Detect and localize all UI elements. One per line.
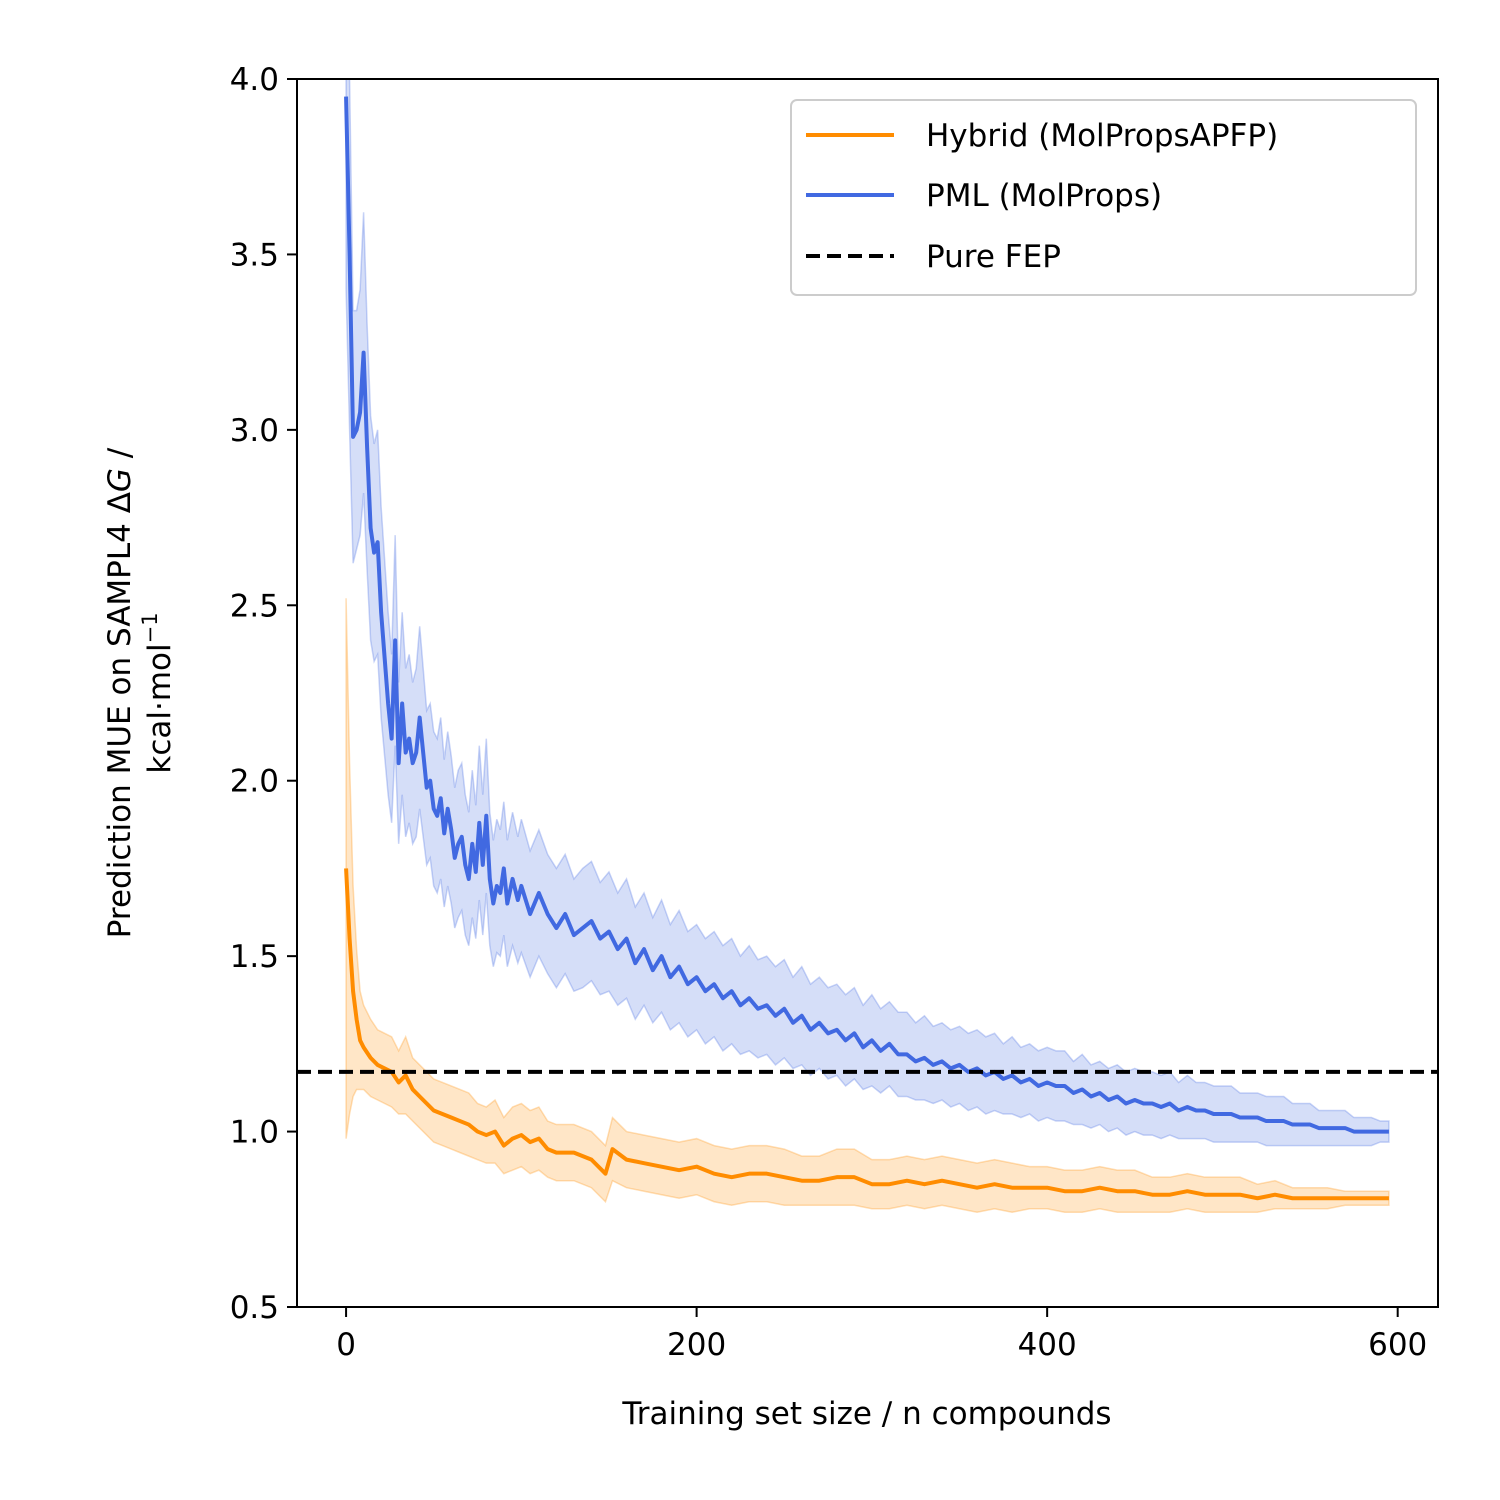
y-tick-label: 4.0 [230,62,279,98]
x-tick-label: 0 [336,1327,356,1363]
y-axis-label-prefix: Prediction MUE on SAMPL4 Δ [102,492,138,938]
y-axis-label: Prediction MUE on SAMPL4 ΔG / kcal·mol−1 [102,447,178,938]
y-tick-label: 1.5 [230,939,279,975]
x-tick-label: 200 [667,1327,726,1363]
x-axis-label: Training set size / n compounds [621,1396,1111,1432]
y-axis-label-line1: Prediction MUE on SAMPL4 ΔG / [102,447,138,938]
legend: Hybrid (MolPropsAPFP) PML (MolProps) Pur… [790,99,1417,296]
x-tick-label: 400 [1018,1327,1077,1363]
y-tick-label: 0.5 [230,1290,279,1326]
band-pml-molprops [345,79,1390,1147]
y-axis-label-line2: kcal·mol−1 [138,612,178,773]
y-tick-label: 3.5 [230,237,279,273]
y-axis-label-suffix: / [102,447,138,468]
legend-label-pure-fep: Pure FEP [926,239,1061,275]
y-axis-label-unit-exponent: −1 [138,612,162,643]
legend-label-hybrid: Hybrid (MolPropsAPFP) [926,118,1278,154]
y-tick-label: 1.0 [230,1115,279,1151]
y-axis-label-italic: G [102,468,138,492]
band-hybrid-molpropsapfp [345,598,1390,1214]
y-tick-label: 2.0 [230,764,279,800]
series-line-hybrid-molpropsapfp [344,868,1389,1201]
plot-frame [296,78,1439,1308]
y-axis-label-unit: kcal·mol [142,643,178,773]
y-tick-label: 2.5 [230,588,279,624]
y-axis: 0.5 1.0 1.5 2.0 2.5 3.0 3.5 4.0 [230,62,297,1326]
x-axis: 0 200 400 600 [336,1307,1427,1363]
plot-area [297,79,1438,1214]
legend-box [790,99,1417,296]
series-line-pml-molprops [344,96,1389,1134]
legend-label-pml: PML (MolProps) [926,178,1162,214]
y-tick-label: 3.0 [230,413,279,449]
x-tick-label: 600 [1368,1327,1427,1363]
